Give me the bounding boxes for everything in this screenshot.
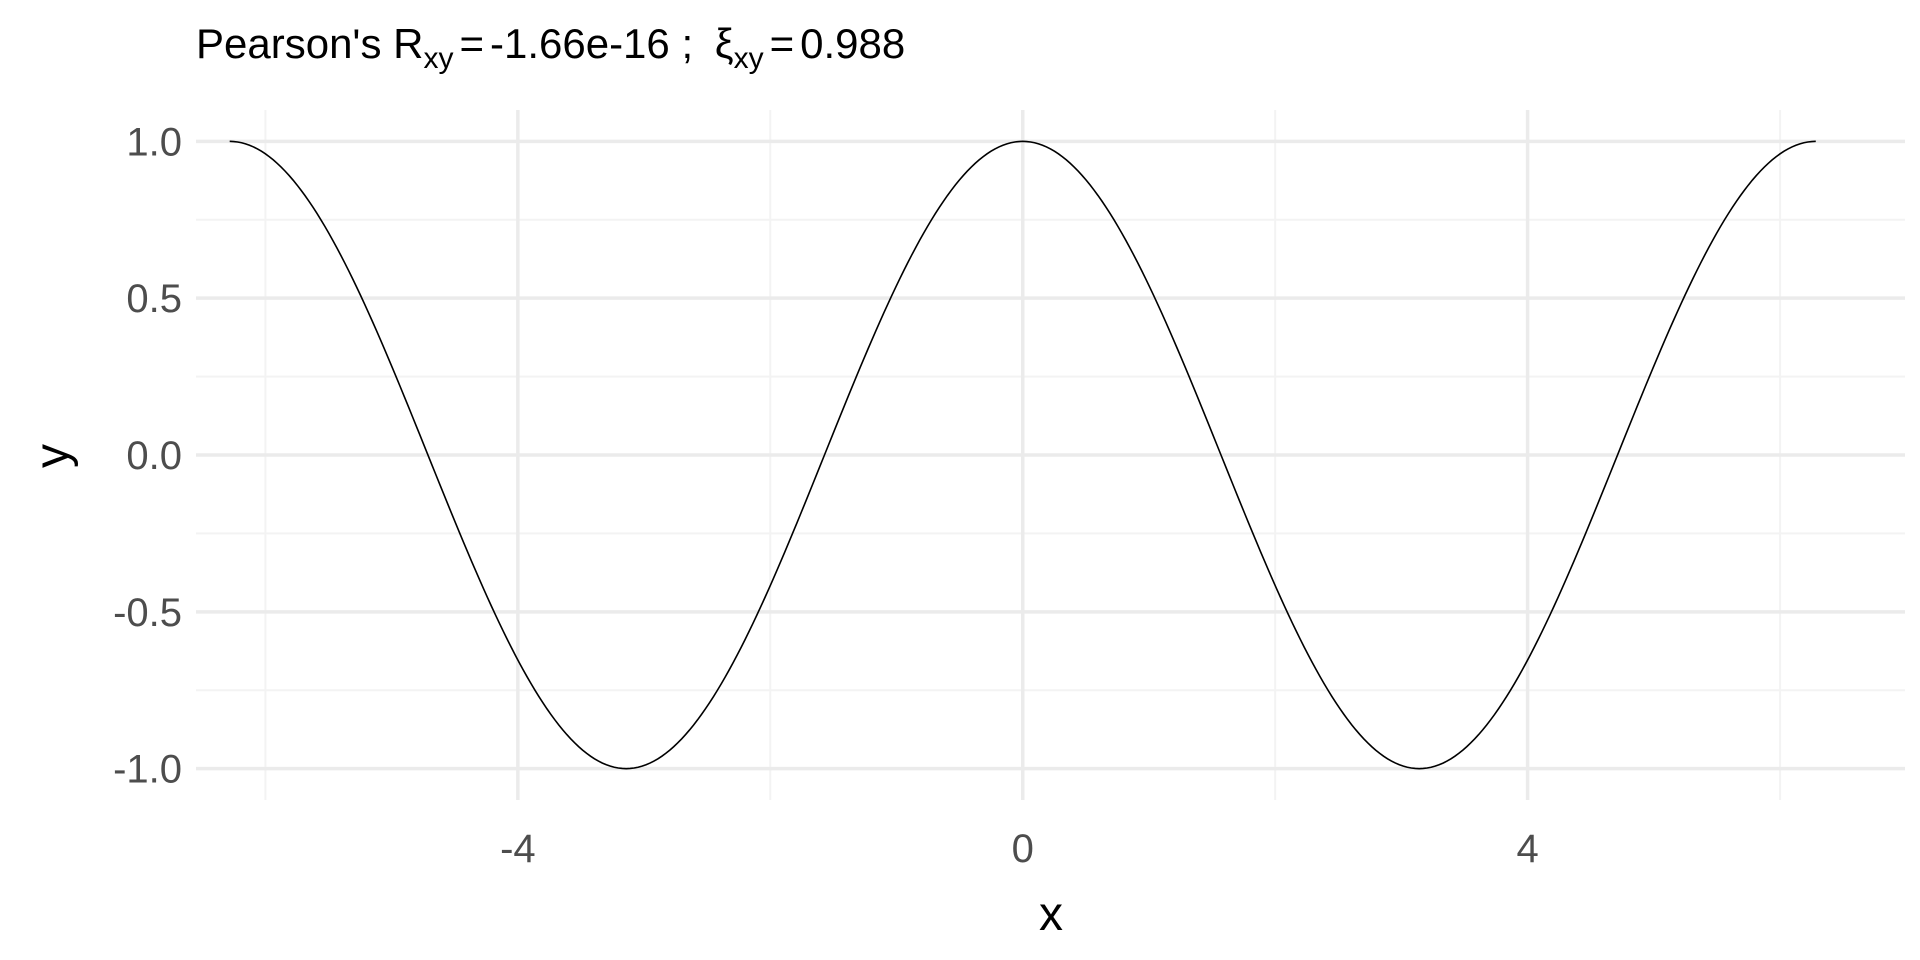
title-separator: ; <box>670 20 705 67</box>
series-layer <box>229 140 1816 770</box>
title-xi-symbol: ξ <box>715 20 734 67</box>
series-line <box>229 140 1816 770</box>
x-axis-title: x <box>1039 888 1063 941</box>
title-r-value: -1.66e-16 <box>490 20 670 67</box>
chart-title: Pearson's Rxy = -1.66e-16 ; ξxy = 0.988 <box>196 20 905 75</box>
y-tick-label: -0.5 <box>113 591 182 635</box>
minor-gridlines <box>196 110 1905 800</box>
title-eq-1: = <box>459 20 484 67</box>
title-eq-2: = <box>770 20 795 67</box>
major-gridlines <box>196 110 1905 800</box>
y-tick-label: -1.0 <box>113 748 182 792</box>
title-xi-subscript: xy <box>734 42 764 75</box>
x-tick-label: -4 <box>500 827 536 871</box>
title-r-subscript: xy <box>423 42 453 75</box>
x-axis-tick-labels: -4 0 4 <box>500 827 1539 871</box>
x-tick-label: 4 <box>1516 827 1538 871</box>
y-axis-tick-labels: 1.0 0.5 0.0 -0.5 -1.0 <box>113 120 182 791</box>
x-tick-label: 0 <box>1012 827 1034 871</box>
y-tick-label: 0.5 <box>126 277 182 321</box>
title-prefix: Pearson's R <box>196 20 423 67</box>
y-tick-label: 1.0 <box>126 120 182 164</box>
title-xi-value: 0.988 <box>800 20 905 67</box>
y-tick-label: 0.0 <box>126 434 182 478</box>
y-axis-title: y <box>26 444 79 468</box>
